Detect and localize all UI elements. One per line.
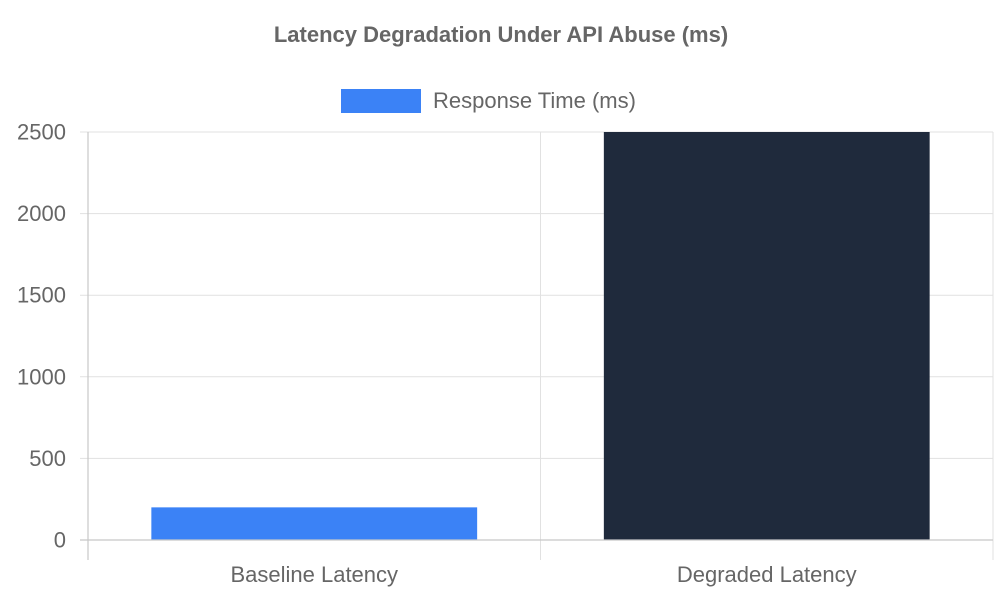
bar-degraded-latency bbox=[603, 132, 930, 540]
y-tick-label: 500 bbox=[29, 446, 66, 471]
y-tick-label: 2500 bbox=[17, 120, 66, 145]
bars bbox=[151, 132, 930, 540]
x-axis-ticks: Baseline Latency Degraded Latency bbox=[230, 562, 856, 587]
x-tick-label: Degraded Latency bbox=[677, 562, 857, 587]
y-tick-label: 0 bbox=[54, 528, 66, 553]
y-tick-label: 1000 bbox=[17, 364, 66, 389]
bar-baseline-latency bbox=[151, 507, 478, 540]
legend[interactable]: Response Time (ms) bbox=[341, 88, 636, 113]
y-tick-label: 2000 bbox=[17, 201, 66, 226]
x-tick-label: Baseline Latency bbox=[230, 562, 398, 587]
legend-label: Response Time (ms) bbox=[433, 88, 636, 113]
y-tick-label: 1500 bbox=[17, 283, 66, 308]
axes bbox=[80, 132, 993, 560]
legend-swatch bbox=[341, 89, 421, 113]
chart-title: Latency Degradation Under API Abuse (ms) bbox=[274, 22, 728, 47]
y-axis-ticks: 0 500 1000 1500 2000 2500 bbox=[17, 120, 66, 553]
